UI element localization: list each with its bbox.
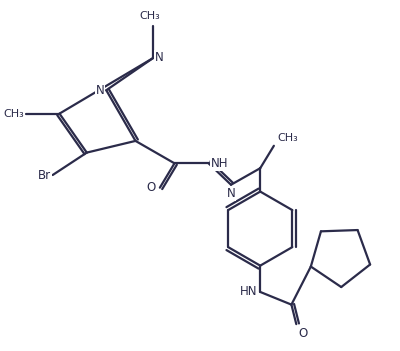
Text: CH₃: CH₃ — [140, 11, 160, 21]
Text: O: O — [298, 327, 308, 340]
Text: HN: HN — [240, 285, 257, 298]
Text: CH₃: CH₃ — [4, 108, 24, 119]
Text: N: N — [96, 84, 104, 97]
Text: N: N — [155, 51, 164, 64]
Text: NH: NH — [210, 157, 228, 170]
Text: O: O — [147, 181, 156, 194]
Text: N: N — [227, 187, 235, 200]
Text: CH₃: CH₃ — [278, 133, 298, 143]
Text: Br: Br — [38, 168, 51, 181]
